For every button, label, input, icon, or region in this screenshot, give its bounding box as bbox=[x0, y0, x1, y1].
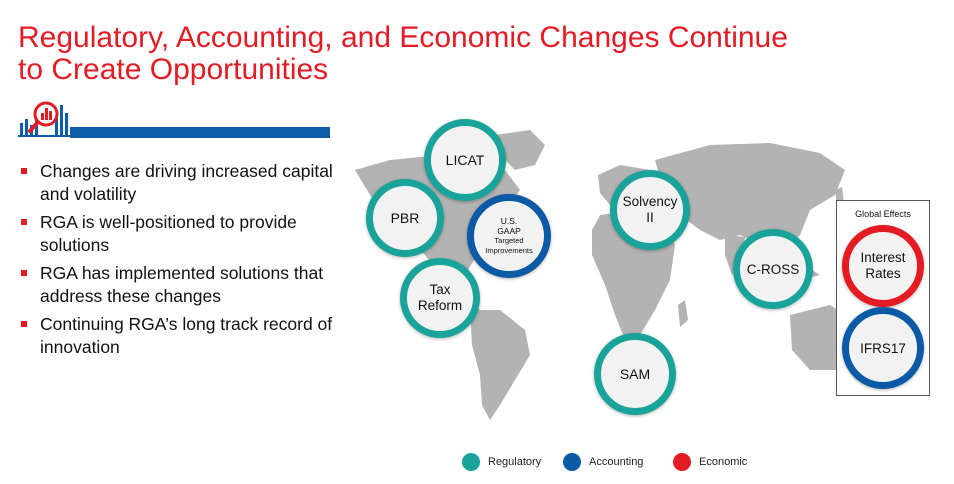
circle-tax-reform: Tax Reform bbox=[400, 258, 480, 338]
regulatory-dot-icon bbox=[462, 453, 480, 471]
circle-sam: SAM bbox=[594, 333, 676, 415]
circle-interest-rates: Interest Rates bbox=[842, 225, 924, 307]
slide-title: Regulatory, Accounting, and Economic Cha… bbox=[18, 22, 918, 86]
circle-us-gaap: U.S. GAAP Targeted Improvements bbox=[467, 194, 551, 278]
legend-economic: Economic bbox=[673, 452, 747, 472]
bullet-list: Changes are driving increased capital an… bbox=[18, 160, 348, 364]
title-line-2: to Create Opportunities bbox=[18, 53, 329, 86]
bullet-item: RGA is well-positioned to provide soluti… bbox=[18, 211, 348, 257]
bullet-square-icon bbox=[21, 270, 27, 276]
circle-c-ross: C-ROSS bbox=[733, 229, 813, 309]
bullet-square-icon bbox=[21, 219, 27, 225]
title-line-1: Regulatory, Accounting, and Economic Cha… bbox=[18, 21, 788, 54]
circle-licat: LICAT bbox=[424, 119, 506, 201]
bullet-item: RGA has implemented solutions that addre… bbox=[18, 262, 348, 308]
legend-regulatory: Regulatory bbox=[462, 452, 541, 472]
global-effects-label: Global Effects bbox=[855, 209, 911, 219]
accounting-dot-icon bbox=[563, 453, 581, 471]
circle-pbr: PBR bbox=[366, 179, 444, 257]
bullet-square-icon bbox=[21, 321, 27, 327]
header-accent-bar bbox=[70, 127, 330, 138]
economic-dot-icon bbox=[673, 453, 691, 471]
circle-solvency-ii: Solvency II bbox=[610, 170, 690, 250]
legend-accounting: Accounting bbox=[563, 452, 643, 472]
chart-magnifier-icon bbox=[18, 101, 70, 137]
bullet-item: Changes are driving increased capital an… bbox=[18, 160, 348, 206]
bullet-item: Continuing RGA’s long track record of in… bbox=[18, 313, 348, 359]
bullet-square-icon bbox=[21, 168, 27, 174]
circle-ifrs17: IFRS17 bbox=[842, 307, 924, 389]
